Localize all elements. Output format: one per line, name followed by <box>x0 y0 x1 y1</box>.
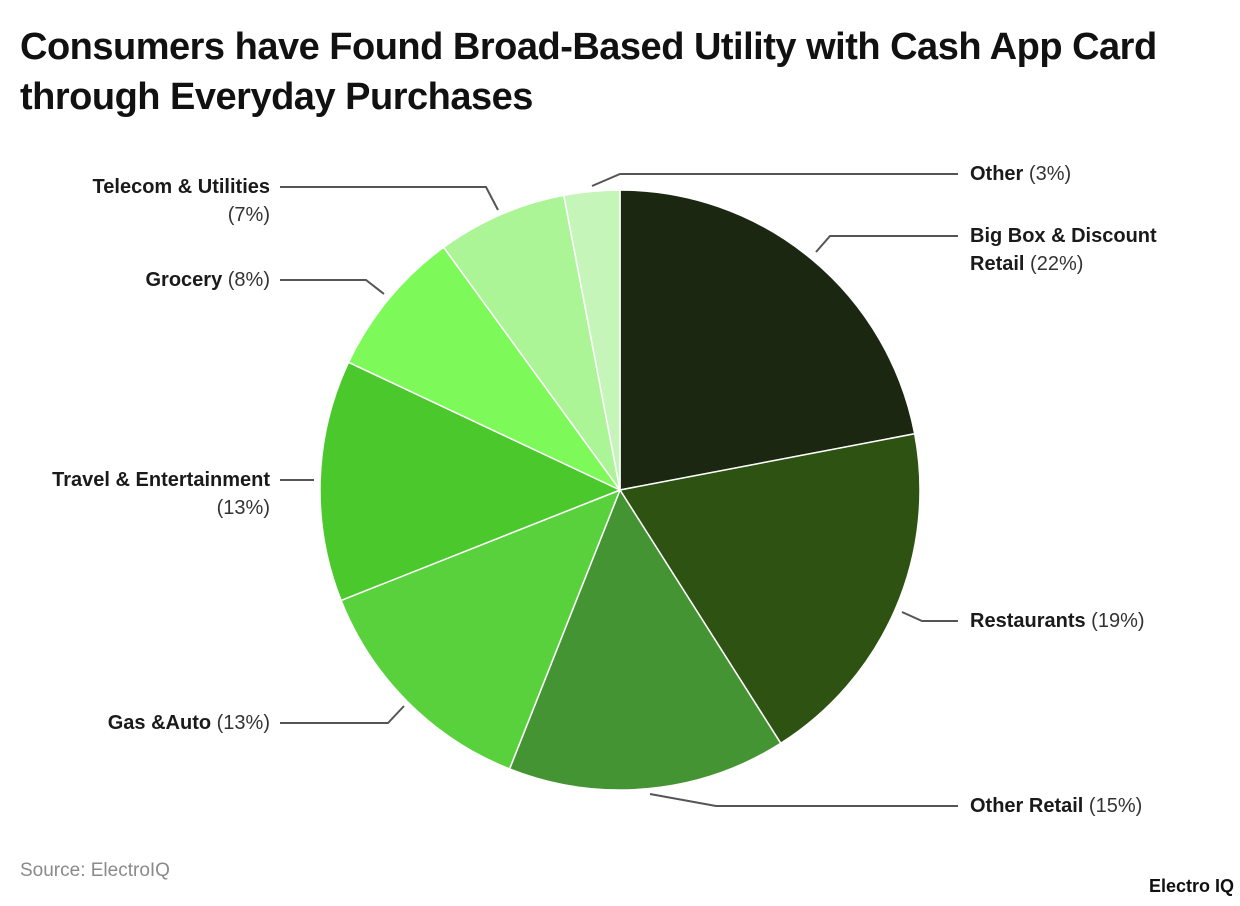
label-gasauto: Gas &Auto (13%) <box>108 709 270 737</box>
label-telecom-name: Telecom & Utilities <box>92 176 270 198</box>
leader-bigbox <box>815 235 958 253</box>
label-gasauto-name: Gas &Auto <box>107 712 212 734</box>
label-travel: Travel & Entertainment (13%) <box>52 466 270 522</box>
leader-lines <box>280 173 958 807</box>
pie-slice-other-retail <box>508 488 782 791</box>
label-telecom-pct: (7%) <box>227 204 270 226</box>
pie-slice-gas-auto <box>340 488 622 770</box>
pie-slice-restaurants <box>618 432 921 745</box>
label-grocery-name: Grocery <box>145 269 223 291</box>
pie-slice-travel-entertainment <box>319 361 622 602</box>
label-other-name: Other <box>970 163 1024 185</box>
source-note: Source: ElectroIQ <box>20 860 170 881</box>
chart-title: Consumers have Found Broad-Based Utility… <box>20 26 1157 118</box>
pie-slice-other <box>562 189 621 491</box>
label-other-pct: (3%) <box>1028 163 1072 185</box>
label-restaurants-pct: (19%) <box>1091 610 1145 632</box>
leader-telecom <box>280 186 499 211</box>
label-otherretail-pct: (15%) <box>1088 795 1143 817</box>
label-telecom: Telecom & Utilities (7%) <box>93 173 270 229</box>
brand-logo: Electro IQ <box>1148 876 1234 896</box>
label-restaurants: Restaurants (19%) <box>970 607 1145 635</box>
pie-slice-big-box-discount-retail <box>619 189 916 491</box>
label-gasauto-pct: (13%) <box>216 712 270 734</box>
label-bigbox: Big Box & Discount Retail (22%) <box>970 222 1157 278</box>
leader-grocery <box>280 279 385 295</box>
label-grocery-pct: (8%) <box>227 269 270 291</box>
label-travel-name: Travel & Entertainment <box>52 469 270 491</box>
leader-other <box>591 173 958 187</box>
label-bigbox-pct: (22%) <box>1030 253 1084 275</box>
label-travel-pct: (13%) <box>216 497 270 519</box>
label-other: Other (3%) <box>970 160 1071 188</box>
label-bigbox-name-line2: Retail <box>970 253 1025 275</box>
leader-otherretail <box>649 793 958 807</box>
label-grocery: Grocery (8%) <box>145 266 270 294</box>
pie-slice-grocery <box>347 246 621 491</box>
leader-gasauto <box>280 705 405 724</box>
leader-restaurants <box>901 611 958 622</box>
label-restaurants-name: Restaurants <box>970 610 1086 632</box>
pie-slices <box>319 189 921 791</box>
pie-slice-telecom-utilities <box>442 194 621 491</box>
label-bigbox-name-line1: Big Box & Discount <box>970 225 1157 247</box>
label-otherretail: Other Retail (15%) <box>970 792 1142 820</box>
label-otherretail-name: Other Retail <box>970 795 1084 817</box>
